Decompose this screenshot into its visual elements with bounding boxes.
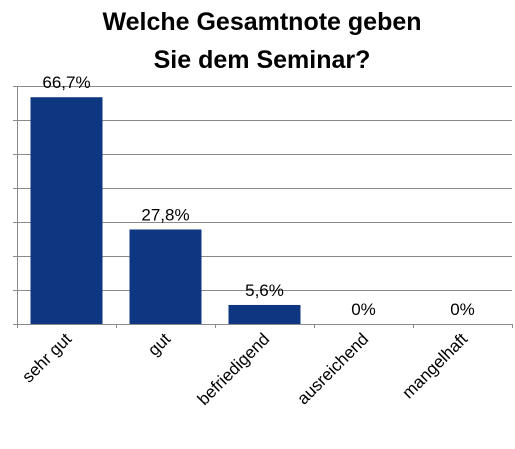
x-tick-label: ausreichend	[293, 329, 372, 408]
bars	[30, 97, 301, 324]
chart-title-line-1: Welche Gesamtnote geben	[102, 8, 421, 36]
data-labels: 66,7% 27,8% 5,6% 0% 0%	[42, 73, 474, 319]
bar-befriedigend	[228, 304, 301, 324]
chart-title-line-2: Sie dem Seminar?	[154, 46, 371, 74]
x-tick-label: gut	[144, 329, 174, 359]
data-label: 66,7%	[42, 73, 90, 92]
data-label: 0%	[351, 300, 376, 319]
data-label: 27,8%	[141, 205, 189, 224]
chart-title: Welche Gesamtnote geben Sie dem Seminar?	[102, 8, 421, 74]
data-label: 0%	[450, 300, 475, 319]
x-tick-label: mangelhaft	[398, 329, 471, 402]
x-tick-label: befriedigend	[194, 329, 274, 409]
axes	[13, 86, 513, 328]
bar-sehr-gut	[30, 97, 103, 324]
data-label: 5,6%	[245, 281, 284, 300]
bar-gut	[129, 229, 202, 324]
x-tick-labels: sehr gut gut befriedigend ausreichend mangel…	[18, 329, 471, 409]
x-tick-label: sehr gut	[18, 329, 75, 386]
